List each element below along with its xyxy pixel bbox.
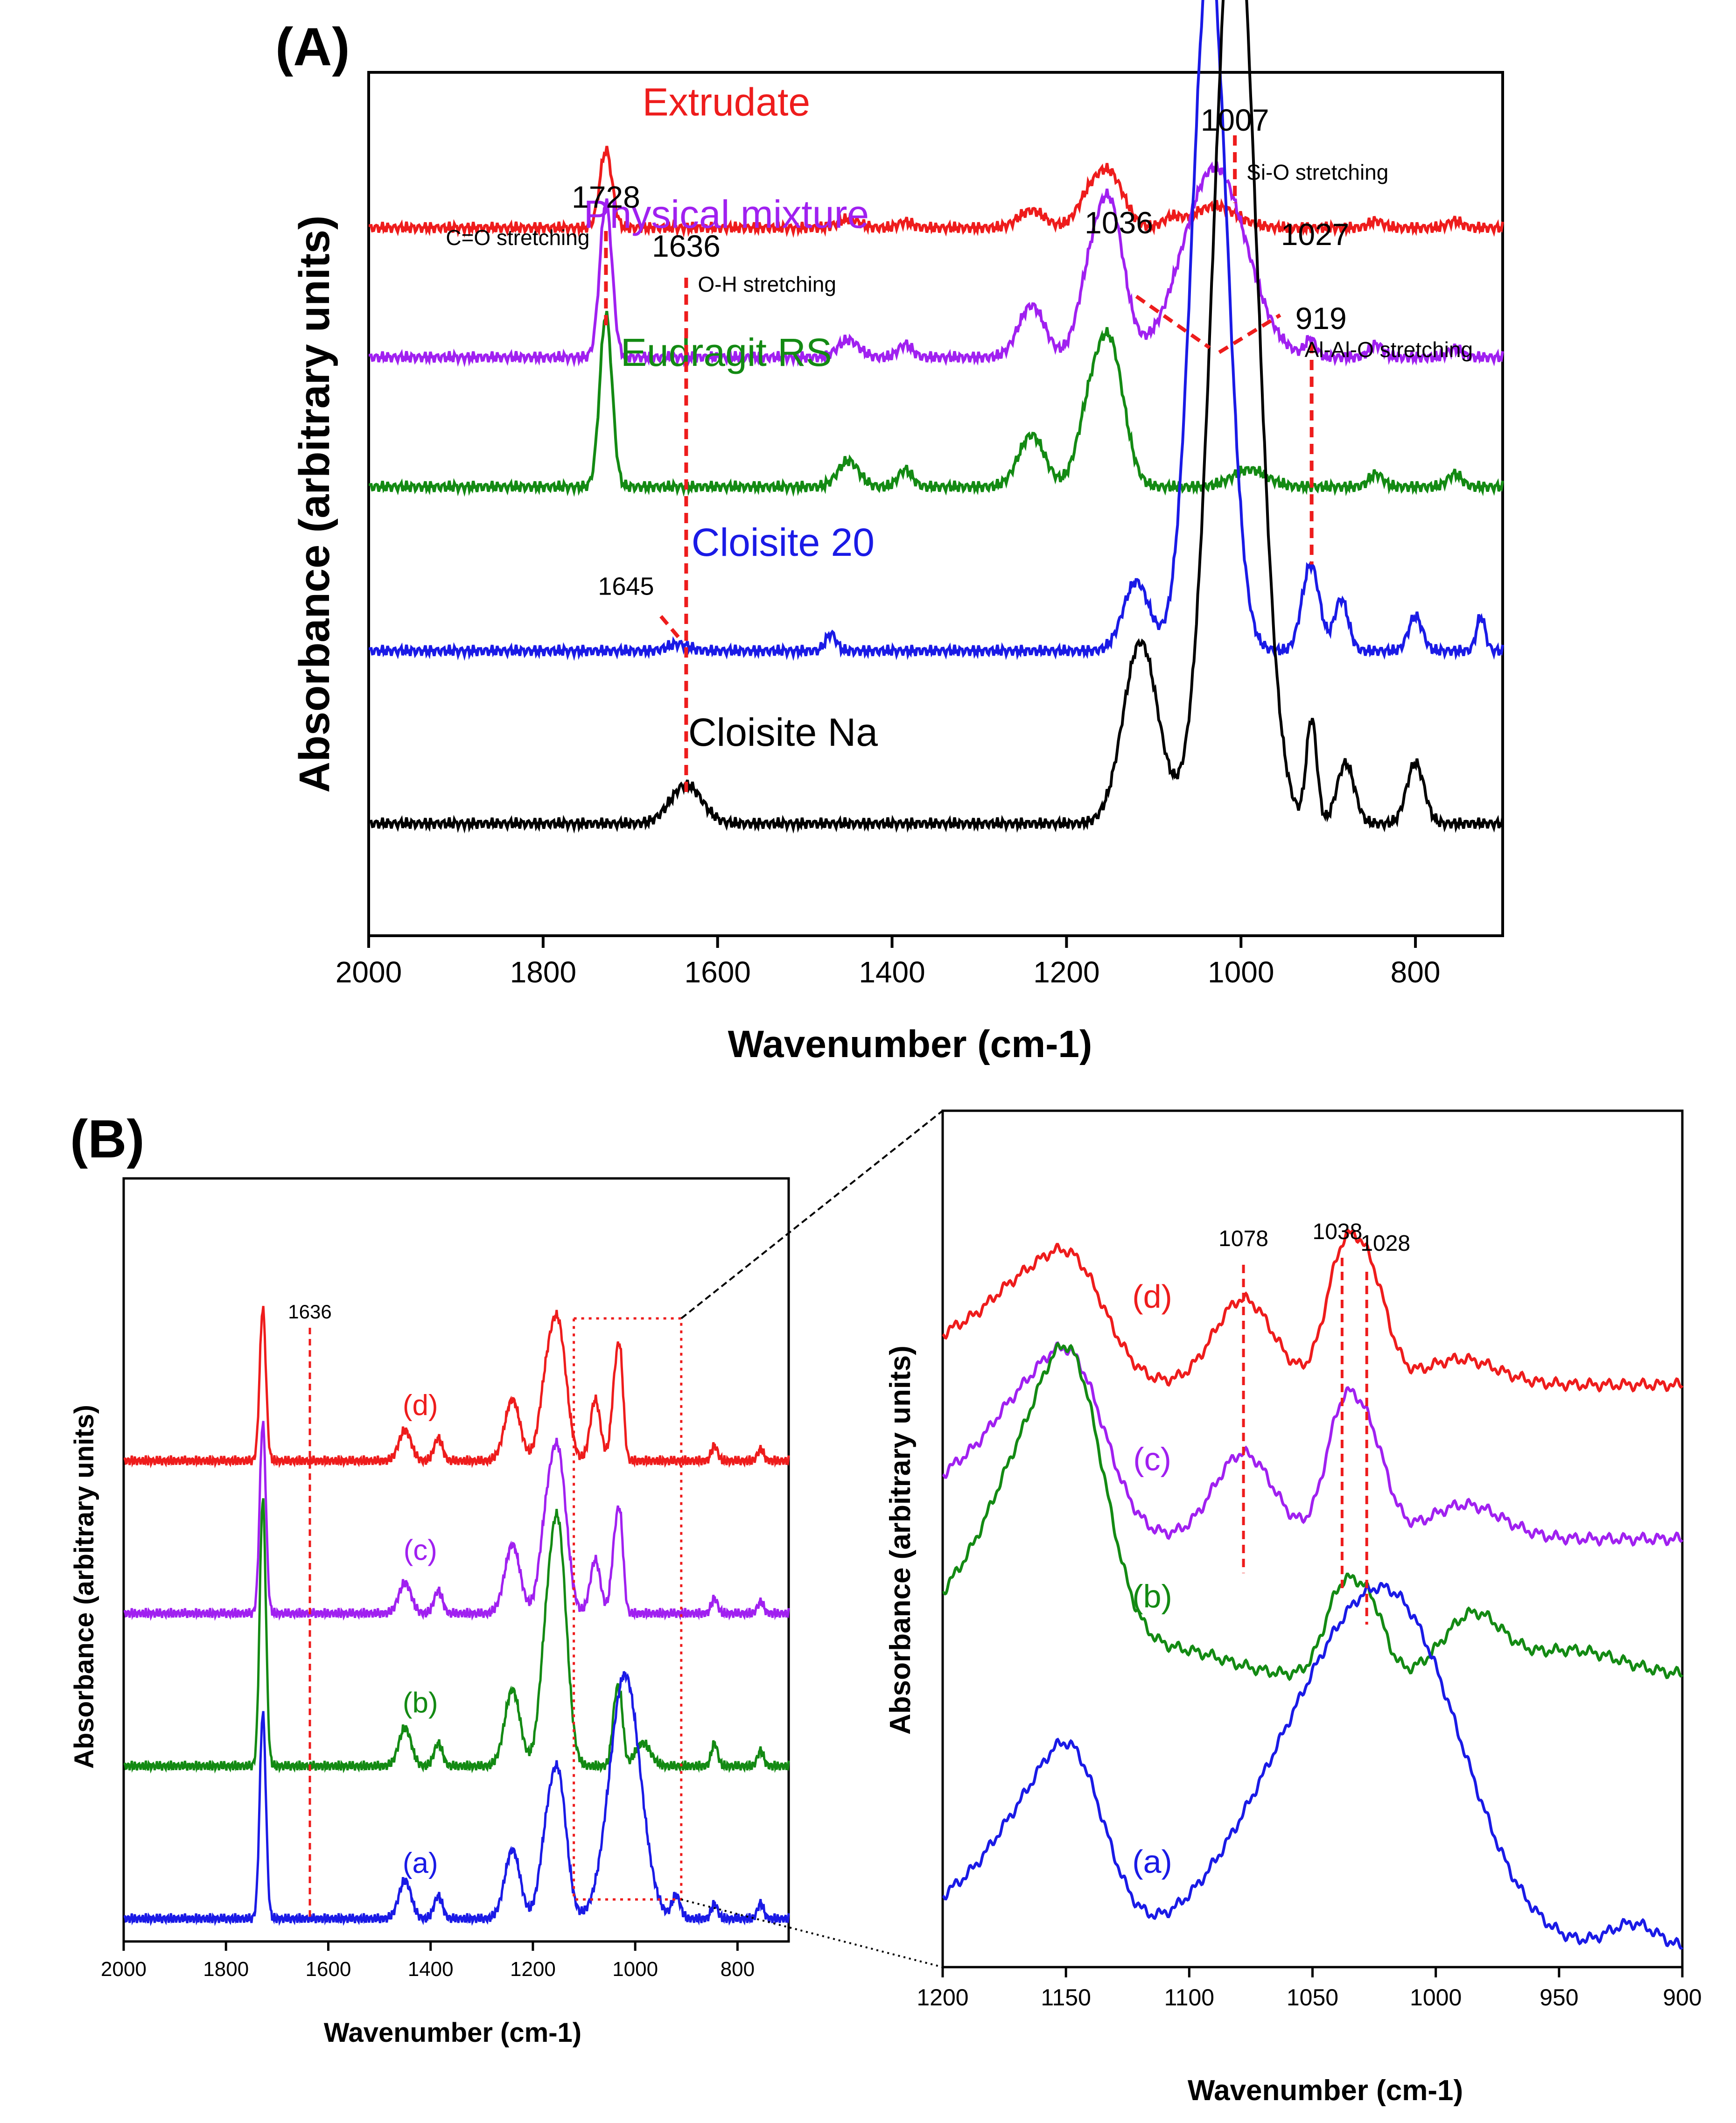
panel-a-y-axis-label: Absorbance (arbitrary units) [291, 215, 338, 792]
x-tick-label: 1400 [408, 1958, 454, 1981]
x-tick-label: 1600 [306, 1958, 351, 1981]
panel-zoom-y-axis-label: Absorbance (arbitrary units) [884, 1345, 917, 1735]
series-label-2: Eudragit RS [621, 330, 832, 374]
series-label-0: Extrudate [643, 80, 811, 124]
connector-top [680, 1110, 944, 1319]
annotation-value-1645: 1645 [598, 572, 654, 600]
annotation-value-1036: 1036 [1085, 205, 1153, 240]
series-label-1: (c) [404, 1534, 437, 1567]
annotation-value-1038: 1038 [1313, 1219, 1363, 1244]
series-line-1 [942, 1341, 1684, 1547]
panel-b-label: (B) [70, 1109, 145, 1169]
series-label-0: (d) [403, 1389, 438, 1422]
annotation-value-1028: 1028 [1360, 1231, 1410, 1256]
annotation-line-1645 [659, 615, 684, 644]
series-label-3: (a) [1132, 1843, 1172, 1880]
x-tick-label: 1800 [203, 1958, 249, 1981]
series-line-4 [368, 0, 1504, 834]
x-tick-label: 1100 [1164, 1984, 1215, 2011]
panel-b-chart: 2000 1800 1600 1400 1200 1000 800 (d) (c) (b) (a) 1… [101, 1177, 790, 1981]
x-tick-label: 1050 [1287, 1984, 1338, 2011]
x-tick-label: 1000 [1208, 955, 1274, 989]
annotation-text-1007: Si-O stretching [1246, 160, 1388, 184]
series-label-2: (b) [1132, 1578, 1172, 1614]
series-label-3: Cloisite 20 [692, 520, 875, 564]
x-tick-label: 1600 [685, 955, 751, 989]
connector-bottom [681, 1899, 943, 1968]
x-tick-label: 1200 [510, 1958, 556, 1981]
plot-frame [122, 1177, 790, 1943]
panel-zoom-x-axis-label: Wavenumber (cm-1) [1188, 2074, 1463, 2107]
x-tick-label: 1400 [859, 955, 925, 989]
series-line-0 [942, 1228, 1684, 1393]
x-tick-label: 1000 [1410, 1984, 1462, 2011]
panel-a-x-axis-label: Wavenumber (cm-1) [728, 1023, 1092, 1065]
series-line-3 [124, 1671, 790, 1927]
series-line-2 [942, 1341, 1684, 1682]
x-tick-label: 1150 [1041, 1984, 1091, 2011]
annotation-text-1636: O-H stretching [698, 272, 836, 296]
series-line-1 [124, 1421, 790, 1621]
series-label-0: (d) [1132, 1278, 1172, 1315]
series-line-2 [368, 311, 1504, 497]
x-tick-label: 1800 [510, 955, 576, 989]
zoom-connectors [680, 1110, 944, 1968]
annotation-value-1078: 1078 [1218, 1226, 1268, 1251]
series-label-1: Physical mixture [584, 192, 869, 236]
panel-a-chart: 2000 1800 1600 1400 1200 1000 800 Extrudate Phys… [336, 0, 1504, 989]
x-tick-label: 900 [1663, 1984, 1701, 2011]
annotation-value-919: 919 [1295, 301, 1347, 336]
series-label-1: (c) [1133, 1441, 1171, 1478]
series-line-3 [368, 0, 1504, 661]
series-line-2 [124, 1498, 790, 1774]
series-label-4: Cloisite Na [688, 710, 878, 754]
x-tick-label: 800 [1391, 955, 1441, 989]
series-label-2: (b) [403, 1687, 438, 1719]
series-line-0 [368, 146, 1504, 238]
x-tick-label: 2000 [336, 955, 402, 989]
zoom-region-box [573, 1317, 683, 1901]
annotation-line-1036 [1135, 294, 1211, 350]
x-tick-label: 800 [721, 1958, 755, 1981]
annotation-line-1027 [1218, 313, 1281, 354]
annotation-text-1728: C=O stretching [446, 225, 589, 250]
panel-a-label: (A) [275, 17, 350, 77]
annotation-value-1636-b: 1636 [288, 1301, 331, 1323]
series-line-1 [368, 161, 1504, 368]
x-tick-label: 1200 [917, 1984, 968, 2011]
x-tick-label: 2000 [101, 1958, 147, 1981]
series-line-3 [942, 1582, 1683, 1950]
panel-b-y-axis-label: Absorbance (arbitrary units) [69, 1405, 99, 1769]
panel-b-x-axis-label: Wavenumber (cm-1) [324, 2018, 581, 2048]
x-tick-label: 1000 [612, 1958, 658, 1981]
x-tick-label: 950 [1540, 1984, 1578, 2011]
series-label-3: (a) [403, 1847, 438, 1879]
panel-zoom-chart: 1200 1150 1100 1050 1000 950 900 (d) (c) (b) (a) 10… [917, 1109, 1702, 2011]
plot-frame [367, 71, 1504, 937]
series-line-0 [124, 1306, 790, 1469]
annotation-text-919: Al-Al-O stretching [1305, 337, 1473, 362]
annotation-value-1728: 1728 [572, 180, 640, 214]
x-tick-label: 1200 [1033, 955, 1099, 989]
annotation-value-1007: 1007 [1201, 103, 1269, 137]
annotation-value-1636: 1636 [652, 229, 721, 263]
annotation-value-1027: 1027 [1281, 217, 1350, 252]
